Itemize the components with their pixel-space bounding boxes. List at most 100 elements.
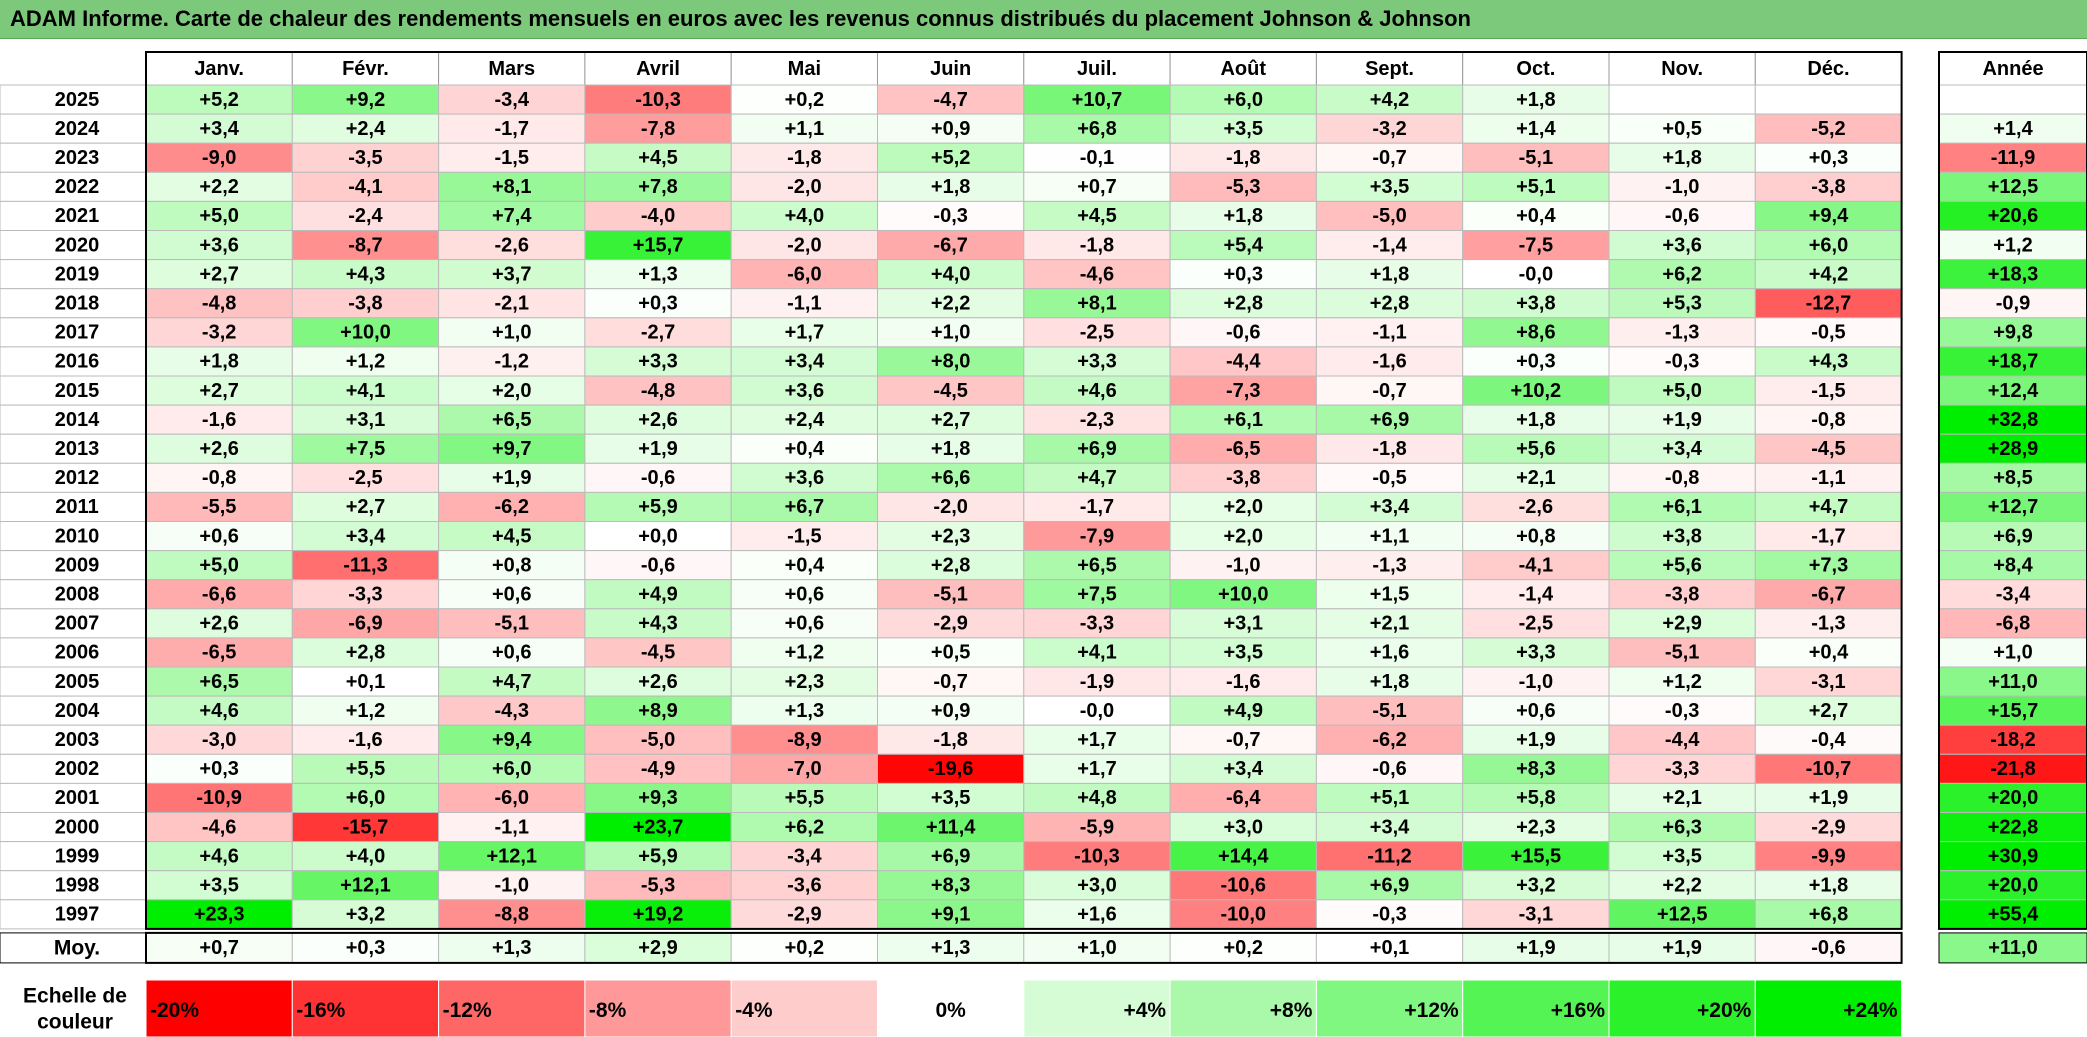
heat-cell-value: -2,5: [348, 467, 382, 489]
annual-cell-value: +55,4: [1988, 904, 2039, 926]
heat-cell-value: -2,5: [1080, 322, 1114, 344]
heat-cell: [291, 375, 440, 406]
heat-cell-value: +23,3: [194, 904, 245, 926]
month-header-label: Oct.: [1516, 58, 1555, 80]
year-label: 2012: [55, 467, 100, 489]
year-label: 2004: [55, 700, 100, 722]
heat-cell-value: +2,3: [1516, 816, 1555, 838]
heat-cell-value: +6,8: [1809, 904, 1848, 926]
heat-cell: [1754, 317, 1903, 348]
heat-cell-value: +6,2: [785, 816, 824, 838]
heat-cell: [730, 433, 879, 464]
year-label: 2008: [55, 584, 100, 606]
heat-cell-value: +2,2: [1662, 875, 1701, 897]
heat-cell: [1462, 288, 1610, 319]
year-label: 2002: [55, 758, 100, 780]
heat-cell: [145, 288, 293, 319]
heat-cell-value: +8,3: [931, 875, 970, 897]
heat-cell: [1608, 375, 1756, 406]
annual-cell: [1938, 550, 2087, 581]
heat-cell-value: -4,3: [495, 700, 529, 722]
heat-cell-value: +4,5: [1077, 205, 1116, 227]
heat-cell-value: +1,8: [1516, 89, 1555, 111]
heat-cell: [1754, 462, 1903, 493]
heat-cell-value: -1,1: [495, 816, 529, 838]
heat-cell: [145, 259, 293, 290]
heat-cell-value: +0,2: [785, 89, 824, 111]
heat-cell: [291, 84, 440, 115]
heat-cell-value: -4,5: [1811, 438, 1845, 460]
year-label: 1997: [55, 904, 100, 926]
heat-cell-value: +2,1: [1662, 787, 1701, 809]
annual-cell: [1938, 870, 2087, 901]
heat-cell: [584, 608, 732, 639]
heat-cell: [730, 608, 879, 639]
heat-cell-value: -0,0: [1519, 263, 1553, 285]
heat-cell-value: +1,9: [1662, 409, 1701, 431]
heat-cell: [1462, 608, 1610, 639]
average-cell-value: +1,0: [1077, 937, 1116, 959]
heat-cell-value: -4,4: [1665, 729, 1700, 751]
heat-cell-value: -9,0: [202, 147, 236, 169]
heat-cell-value: -1,1: [1372, 322, 1406, 344]
heat-cell-value: +1,9: [638, 438, 677, 460]
heat-cell: [291, 433, 440, 464]
heat-cell: [145, 404, 293, 435]
heat-cell: [1169, 753, 1317, 784]
heat-cell-value: -5,0: [641, 729, 675, 751]
heat-cell-value: -6,2: [1372, 729, 1406, 751]
heat-cell: [730, 171, 879, 202]
heat-cell: [1023, 346, 1171, 377]
year-label: 2017: [55, 322, 100, 344]
heat-cell-value: +4,9: [638, 584, 677, 606]
heat-cell-value: +4,7: [1077, 467, 1116, 489]
heat-cell: [1023, 288, 1171, 319]
heat-cell-value: +4,2: [1370, 89, 1409, 111]
heat-cell-value: -0,4: [1811, 729, 1846, 751]
heat-cell: [1023, 870, 1171, 901]
heat-cell-value: -6,0: [495, 787, 529, 809]
heat-cell-value: -3,8: [348, 293, 382, 315]
heat-cell: [145, 812, 293, 843]
heat-cell: [730, 637, 879, 668]
heat-cell-value: -5,1: [1665, 642, 1699, 664]
heat-cell-value: -3,4: [495, 89, 530, 111]
heat-cell-value: +3,3: [1516, 642, 1555, 664]
heat-cell-value: +5,1: [1370, 787, 1409, 809]
heat-cell-value: -1,5: [1811, 380, 1845, 402]
annual-frame: [1938, 51, 2087, 930]
average-cell-value: +1,3: [492, 937, 531, 959]
heat-cell: [438, 782, 586, 814]
heat-cell-value: +19,2: [633, 904, 684, 926]
heat-cell-value: +1,8: [1224, 205, 1263, 227]
heat-cell-value: +10,7: [1072, 89, 1123, 111]
heat-cell-value: -6,6: [202, 584, 236, 606]
month-header-cell: [584, 51, 732, 86]
heat-cell-value: -2,3: [1080, 409, 1114, 431]
average-frame: [145, 931, 1903, 964]
heat-cell: [438, 841, 586, 872]
heat-cell: [438, 666, 586, 697]
heat-cell-value: +4,7: [492, 671, 531, 693]
average-cell: [145, 932, 293, 964]
heat-cell-value: -0,0: [1080, 700, 1114, 722]
average-cell: [1315, 932, 1464, 964]
heat-cell: [1462, 113, 1610, 144]
heat-cell-value: +4,5: [492, 525, 531, 547]
heat-cell-value: +2,0: [1224, 525, 1263, 547]
heat-cell-value: -0,7: [1226, 729, 1260, 751]
heat-cell-value: +5,1: [1516, 176, 1555, 198]
heat-cell: [1462, 666, 1610, 697]
heat-cell: [730, 462, 879, 493]
heat-cell-value: +7,8: [638, 176, 677, 198]
heat-cell-value: +5,5: [346, 758, 385, 780]
heat-cell-value: +0,5: [931, 642, 970, 664]
heat-cell-value: +8,0: [931, 351, 970, 373]
heat-cell-value: -6,9: [348, 613, 382, 635]
heat-cell: [1315, 841, 1464, 872]
heat-cell: [1023, 84, 1171, 115]
heat-cell: [291, 404, 440, 435]
heat-cell: [1608, 171, 1756, 202]
heat-cell: [145, 753, 293, 784]
